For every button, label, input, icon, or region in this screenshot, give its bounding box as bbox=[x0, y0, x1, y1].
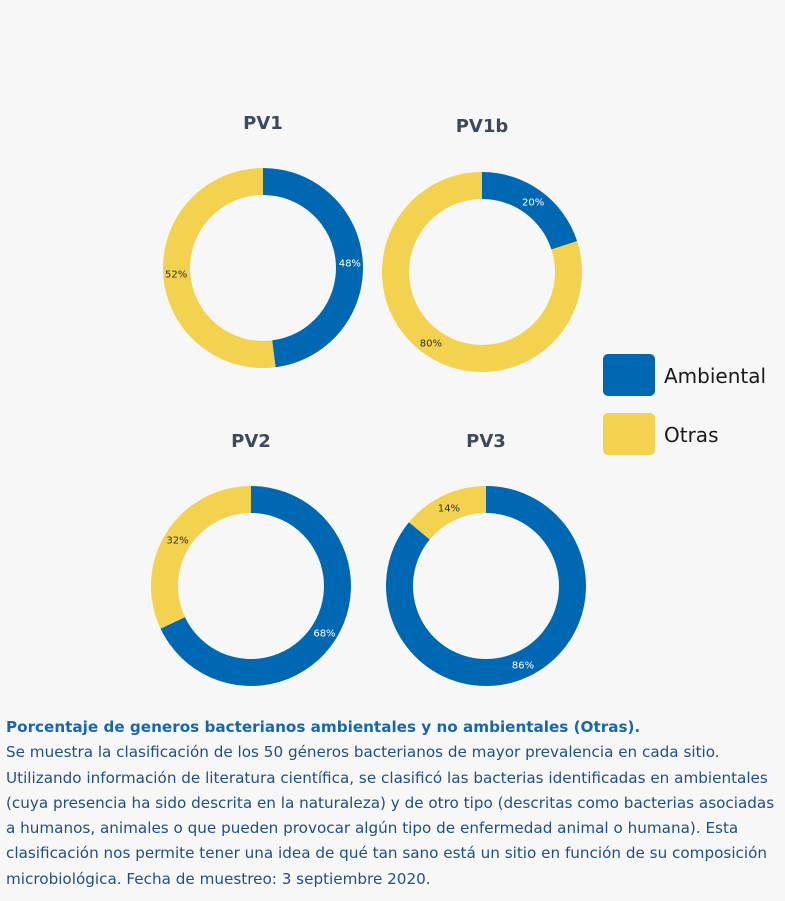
slice-label: 52% bbox=[165, 269, 187, 280]
slice-otras bbox=[150, 486, 251, 629]
slice-otras bbox=[162, 168, 276, 368]
legend-swatch-otras bbox=[603, 413, 655, 455]
slice-otras bbox=[408, 486, 486, 540]
slice-label: 48% bbox=[339, 259, 361, 270]
slice-ambiental bbox=[482, 172, 578, 250]
slice-label: 68% bbox=[313, 629, 335, 640]
donut-pv1b: PV1b 20% 80% bbox=[381, 116, 582, 372]
caption: Porcentaje de generos bacterianos ambien… bbox=[6, 715, 781, 892]
legend-swatch-ambiental bbox=[603, 354, 655, 396]
slice-ambiental bbox=[263, 168, 363, 368]
donut-pv3: PV3 86% 14% bbox=[386, 431, 586, 686]
caption-title: Porcentaje de generos bacterianos ambien… bbox=[6, 718, 641, 736]
slice-label: 86% bbox=[512, 661, 534, 672]
legend: Ambiental Otras bbox=[603, 354, 766, 455]
chart-title: PV3 bbox=[466, 431, 506, 452]
donut-charts: PV1 48% 52% PV1b 20% 80% PV2 68% 32% PV3 86% 14% Amb… bbox=[150, 113, 766, 686]
chart-title: PV1 bbox=[243, 113, 283, 134]
chart-title: PV1b bbox=[456, 116, 509, 137]
slice-label: 20% bbox=[522, 198, 544, 209]
caption-body: Se muestra la clasificación de los 50 gé… bbox=[6, 743, 775, 888]
legend-label-otras: Otras bbox=[664, 423, 718, 447]
donut-pv2: PV2 68% 32% bbox=[150, 431, 351, 686]
legend-label-ambiental: Ambiental bbox=[664, 364, 766, 388]
slice-label: 32% bbox=[166, 535, 188, 546]
chart-title: PV2 bbox=[231, 431, 271, 452]
slice-label: 14% bbox=[438, 503, 460, 514]
slice-label: 80% bbox=[420, 338, 442, 349]
donut-pv1: PV1 48% 52% bbox=[162, 113, 363, 368]
